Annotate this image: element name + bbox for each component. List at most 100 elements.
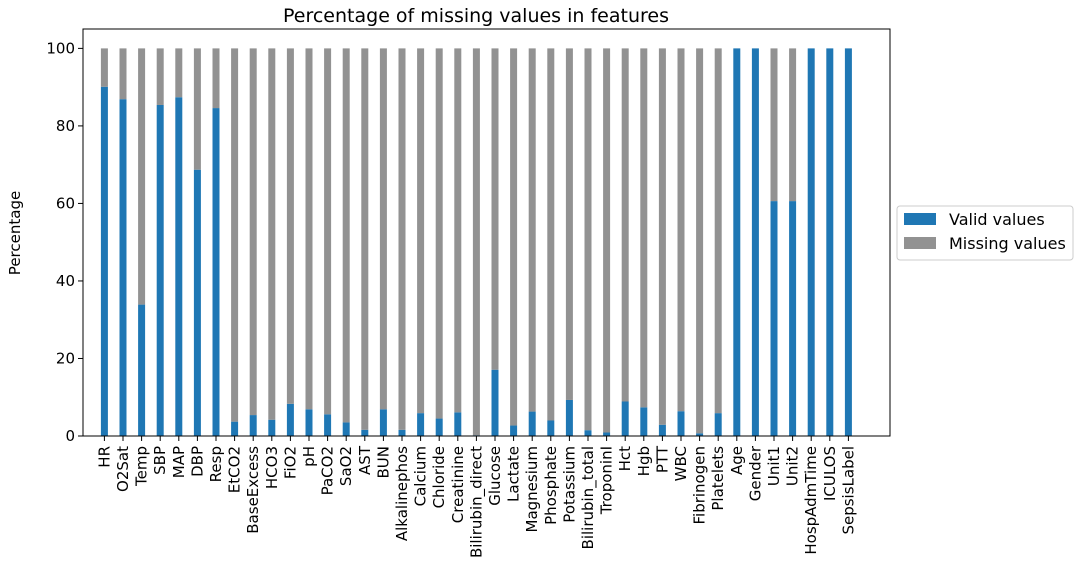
bar-valid-unit2 [789,201,797,436]
bar-valid-fio2 [286,403,294,436]
bar-valid-creatinine [454,412,462,436]
x-tick-label: PTT [653,445,671,473]
x-tick-label: MAP [170,446,188,478]
bar-valid-alkalinephos [398,429,406,436]
x-tick-label: pH [300,446,318,467]
bar-missing-magnesium [528,48,536,412]
bar-valid-o2sat [119,99,127,436]
x-tick-label: Magnesium [523,446,541,533]
y-tick-label: 100 [46,39,75,57]
bar-valid-bun [379,409,387,436]
x-tick-label: Bilirubin_total [579,446,598,549]
legend: Valid values Missing values [896,205,1074,261]
bar-missing-creatinine [454,48,462,413]
bar-valid-calcium [417,413,425,436]
bar-missing-hco3 [268,48,276,420]
bar-missing-sao2 [342,48,350,423]
bar-valid-unit1 [770,201,778,436]
bar-valid-lactate [510,425,518,436]
x-tick-label: Alkalinephos [393,446,411,541]
bar-missing-hct [621,48,629,402]
bar-missing-calcium [417,48,425,414]
bar-missing-resp [212,48,220,109]
bar-missing-hgb [640,48,648,408]
x-tick-label: Fibrinogen [691,446,709,525]
y-axis-label: Percentage [6,191,24,275]
bar-missing-etco2 [231,48,239,422]
y-tick-label: 0 [65,427,75,445]
bar-missing-sbp [156,48,164,105]
bar-valid-phosphate [547,420,555,436]
y-tick-label: 80 [56,117,75,135]
y-ticks: 0 20 40 60 80 100 [46,39,83,445]
bar-missing-fibrinogen [696,48,704,434]
bar-valid-glucose [491,369,499,436]
bar-missing-chloride [435,48,443,419]
bar-missing-potassium [565,48,573,400]
x-tick-label: Gender [746,445,764,501]
y-tick-label: 20 [56,349,75,367]
bar-valid-map [175,97,183,437]
bar-missing-ptt [658,48,666,425]
legend-box [896,205,1074,261]
bar-valid-iculos [826,48,834,436]
x-tick-label: Calcium [412,446,430,506]
bar-valid-sbp [156,104,164,437]
x-tick-label: HospAdmTime [802,446,820,555]
bar-valid-baseexcess [249,415,257,436]
bar-missing-dbp [193,48,201,170]
x-tick-label: BaseExcess [244,446,262,534]
y-tick-label: 40 [56,272,75,290]
bar-valid-gender [751,48,759,436]
x-tick-label: Glucose [486,446,504,506]
legend-label: Valid values [949,210,1045,229]
x-tick-label: SaO2 [337,446,355,486]
bar-missing-baseexcess [249,48,257,416]
x-tick-label: Lactate [505,446,523,502]
bar-missing-unit1 [770,48,778,202]
bar-missing-glucose [491,48,499,370]
bar-missing-paco2 [324,48,332,415]
bar-valid-ptt [658,424,666,436]
x-tick-label: BUN [374,446,392,479]
x-tick-label: EtCO2 [226,446,244,493]
bar-valid-hospadmtime [807,48,815,436]
bar-valid-age [733,48,741,436]
legend-swatch [904,237,936,249]
bar-valid-temp [138,304,146,436]
bar-valid-sao2 [342,422,350,436]
legend-label: Missing values [949,234,1066,253]
x-tick-label: Resp [207,446,225,482]
x-tick-label: Phosphate [542,446,560,525]
x-tick-label: DBP [188,446,206,477]
x-tick-label: SepsisLabel [839,446,857,535]
x-tick-label: WBC [672,446,690,481]
x-tick-label: O2Sat [114,446,132,492]
x-tick-label: Hct [616,446,634,472]
bar-missing-bun [379,48,387,410]
bar-valid-potassium [565,399,573,436]
bar-valid-dbp [193,169,201,436]
x-tick-label: Unit1 [765,446,783,486]
bar-missing-temp [138,48,146,305]
bar-missing-wbc [677,48,685,412]
x-tick-label: FiO2 [281,446,299,479]
bar-valid-resp [212,108,220,437]
x-tick-label: AST [356,445,374,475]
bar-valid-chloride [435,418,443,436]
bar-missing-bilirubin_direct [472,48,480,436]
bar-missing-ph [305,48,313,410]
x-tick-label: Bilirubin_direct [467,446,486,558]
bar-missing-lactate [510,48,518,426]
bar-missing-alkalinephos [398,48,406,430]
bar-valid-bilirubin_total [584,430,592,436]
bar-valid-ast [361,429,369,436]
bar-missing-troponini [603,48,611,433]
bar-valid-hco3 [268,419,276,436]
x-tick-label: PaCO2 [319,446,337,495]
x-tick-label: HCO3 [263,446,281,489]
plot-frame [82,28,891,437]
bar-valid-troponini [603,432,611,436]
bar-valid-fibrinogen [696,433,704,436]
